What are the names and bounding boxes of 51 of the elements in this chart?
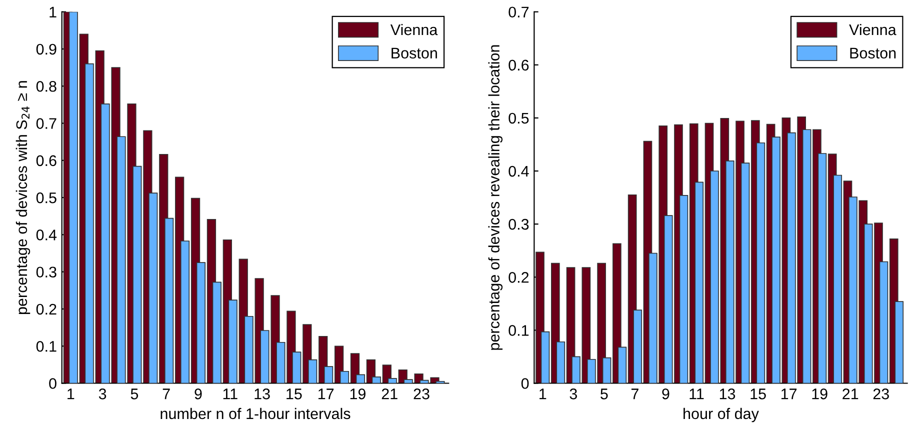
x-tick-label: 21 bbox=[842, 388, 858, 400]
x-tick-label: 13 bbox=[720, 388, 736, 400]
x-tick-label: 9 bbox=[194, 388, 202, 400]
x-tick-label: 15 bbox=[750, 388, 766, 400]
y-tick-label: 0 bbox=[49, 378, 56, 389]
x-tick-label: 7 bbox=[631, 388, 638, 400]
y-tick-label: 0.4 bbox=[36, 230, 57, 240]
x-axis-title: number n of 1-hour intervals bbox=[160, 408, 350, 420]
legend-label: Vienna bbox=[849, 24, 896, 36]
x-tick-label: 13 bbox=[254, 388, 270, 400]
y-tick-label: 0.3 bbox=[508, 218, 529, 230]
x-tick-label: 5 bbox=[600, 388, 608, 400]
y-tick-label: 0 bbox=[521, 378, 529, 389]
x-tick-label: 7 bbox=[162, 388, 170, 400]
y-tick-label: 0.9 bbox=[36, 44, 56, 55]
x-tick-label: 17 bbox=[781, 388, 797, 400]
y-tick-label: 0.7 bbox=[508, 6, 529, 18]
y-tick-label: 0.6 bbox=[508, 60, 529, 71]
x-tick-label: 1 bbox=[540, 388, 546, 400]
y-tick-label: 0.4 bbox=[508, 166, 529, 177]
y-tick-label: 0.2 bbox=[508, 272, 529, 283]
x-tick-label: 9 bbox=[662, 388, 670, 400]
y-tick-label: 0.8 bbox=[36, 80, 56, 92]
x-tick-label: 1 bbox=[68, 388, 74, 400]
y-tick-label: 0.5 bbox=[36, 192, 56, 204]
y-axis-title: percentage of devices with S$_{24}$ ≥ n bbox=[16, 81, 30, 314]
y-tick-label: 0.2 bbox=[36, 304, 56, 315]
x-tick-label: 21 bbox=[382, 388, 398, 400]
x-tick-label: 5 bbox=[130, 388, 138, 400]
x-tick-label: 3 bbox=[98, 388, 106, 400]
x-tick-label: 11 bbox=[690, 388, 704, 400]
x-tick-label: 19 bbox=[350, 388, 366, 400]
y-tick-label: 0.7 bbox=[36, 118, 56, 129]
y-tick-label: 0.1 bbox=[36, 340, 56, 352]
y-tick-label: 0.5 bbox=[508, 112, 529, 124]
legend-label: Boston bbox=[850, 48, 896, 59]
x-tick-label: 23 bbox=[873, 388, 889, 400]
y-axis-title: percentage of devices revealing their location bbox=[488, 45, 503, 350]
x-tick-label: 19 bbox=[812, 388, 828, 400]
y-tick-label: 0.6 bbox=[36, 155, 56, 166]
x-tick-label: 23 bbox=[414, 388, 430, 400]
x-tick-label: 11 bbox=[223, 388, 238, 400]
y-tick-label: 0.3 bbox=[36, 266, 56, 278]
y-tick-label: 0.1 bbox=[508, 325, 529, 336]
x-tick-label: 15 bbox=[286, 388, 302, 400]
y-tick-label: 1 bbox=[50, 6, 56, 18]
x-axis-title: hour of day bbox=[684, 408, 759, 422]
x-tick-label: 17 bbox=[318, 388, 334, 400]
legend-label: Vienna bbox=[390, 24, 438, 36]
legend-label: Boston bbox=[392, 48, 437, 59]
x-tick-label: 3 bbox=[570, 388, 577, 400]
